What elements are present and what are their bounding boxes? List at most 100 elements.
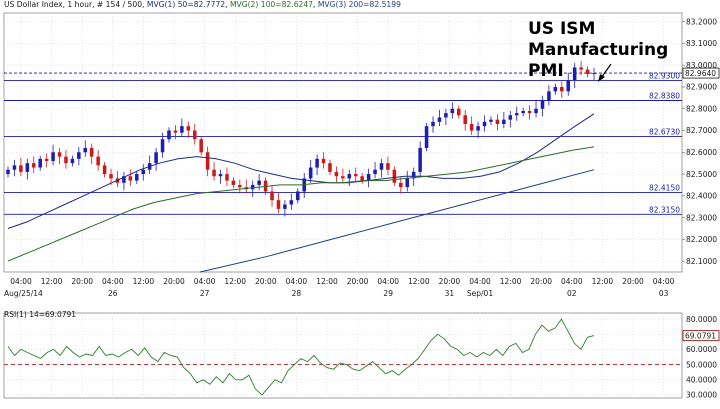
candle-down — [109, 174, 113, 179]
candle-up — [444, 113, 448, 118]
price-tick-label: 82.2000 — [686, 235, 717, 244]
time-tick-label: 04:00 — [377, 277, 399, 286]
date-label: 29 — [383, 289, 393, 298]
candle-up — [566, 80, 571, 92]
candle-up — [141, 169, 146, 175]
candle-down — [238, 184, 242, 188]
candle-down — [64, 156, 68, 164]
candle-down — [321, 158, 326, 164]
price-panel-frame — [3, 12, 683, 273]
date-label: 28 — [292, 289, 302, 298]
time-tick-label: 04:00 — [469, 277, 491, 286]
rsi-header: RSI(1) 14=69.0791 — [4, 310, 76, 319]
candle-down — [205, 152, 210, 170]
time-tick-label: 20:00 — [622, 277, 644, 286]
time-tick-label: 04:00 — [653, 277, 675, 286]
candle-up — [424, 126, 429, 148]
time-tick-label: 04:00 — [561, 277, 583, 286]
candle-up — [160, 139, 165, 153]
date-label: Sep/01 — [467, 289, 493, 298]
candle-down — [456, 108, 461, 116]
price-tick-label: 82.4000 — [686, 192, 717, 201]
candle-down — [270, 191, 274, 201]
price-panel: 82.9300 82.8380 82.6730 82.4150 82.3150 — [3, 12, 683, 273]
rsi-tick-label: 60.0000 — [686, 345, 717, 354]
candle-down — [31, 163, 36, 168]
time-tick-label: 04:00 — [102, 277, 124, 286]
candle-up — [218, 174, 223, 177]
rsi-current-label: 69.0791 — [685, 331, 716, 340]
candle-down — [560, 87, 564, 92]
candle-down — [353, 174, 358, 177]
timeframe-info: , 1 hour, # 154 / 500, — [63, 0, 147, 9]
rsi-tick-label: 80.0000 — [686, 315, 717, 324]
candle-up — [547, 91, 551, 101]
level-label: 82.6730 — [649, 127, 680, 136]
candle-up — [489, 119, 493, 122]
candle-up — [379, 163, 384, 170]
price-tick-label: 82.5000 — [686, 170, 717, 179]
candle-down — [386, 163, 390, 170]
time-tick-label: 20:00 — [530, 277, 552, 286]
rsi-current-marker — [682, 330, 720, 342]
time-tick-label: 20:00 — [163, 277, 185, 286]
candle-up — [418, 147, 422, 172]
candle-down — [334, 171, 339, 177]
price-tick-label: 82.8000 — [686, 104, 717, 113]
time-tick-label: 04:00 — [10, 277, 32, 286]
candle-down — [276, 200, 281, 209]
candle-down — [328, 163, 332, 172]
candle-down — [173, 130, 178, 133]
candle-up — [450, 108, 455, 114]
candle-up — [180, 126, 184, 133]
price-axis: 83.2000 83.1000 83.0000 82.9000 82.8000 82.70… — [682, 17, 720, 266]
time-tick-label: 12:00 — [408, 277, 430, 286]
candle-up — [167, 130, 171, 140]
candle-up — [122, 176, 126, 183]
candle-up — [289, 200, 294, 205]
time-tick-label: 20:00 — [439, 277, 461, 286]
date-label: 26 — [108, 289, 118, 298]
candle-down — [225, 174, 229, 181]
time-tick-label: 12:00 — [592, 277, 614, 286]
candle-up — [296, 191, 300, 201]
candle-up — [308, 167, 313, 179]
candle-down — [128, 176, 133, 181]
candle-down — [192, 130, 197, 140]
moving-average-line — [199, 169, 595, 273]
ma2-legend: MVG(2) 100=82.6247 — [230, 0, 313, 9]
candle-up — [83, 147, 88, 153]
candle-up — [502, 119, 506, 124]
candle-up — [405, 178, 410, 188]
price-tick-label: 83.1000 — [686, 39, 717, 48]
price-tick-label: 82.1000 — [686, 257, 717, 266]
candle-down — [96, 156, 100, 166]
candle-up — [6, 169, 10, 175]
price-tick-label: 83.0000 — [686, 61, 717, 70]
candle-up — [411, 171, 416, 179]
rsi-line — [7, 318, 595, 396]
candle-down — [579, 67, 583, 70]
candle-down — [19, 165, 23, 172]
date-label: 02 — [567, 289, 577, 298]
current-price-marker — [682, 67, 720, 79]
candle-up — [347, 174, 352, 179]
ma1-legend: MVG(1) 50=82.7772 — [147, 0, 225, 9]
candle-down — [495, 119, 500, 124]
candle-up — [553, 87, 558, 92]
rsi-panel — [3, 312, 683, 399]
date-label: 03 — [659, 289, 669, 298]
candle-up — [77, 152, 81, 159]
date-label: Aug/25/14 — [4, 289, 43, 298]
time-tick-label: 20:00 — [255, 277, 277, 286]
moving-average-line — [7, 113, 595, 229]
candle-down — [89, 147, 94, 157]
candle-up — [70, 158, 75, 164]
candle-up — [482, 121, 487, 127]
candle-up — [521, 110, 525, 114]
candle-up — [135, 174, 139, 181]
candle-up — [534, 108, 538, 114]
candle-up — [257, 180, 261, 185]
chart-header: US Dollar Index, 1 hour, # 154 / 500, MV… — [4, 0, 401, 9]
